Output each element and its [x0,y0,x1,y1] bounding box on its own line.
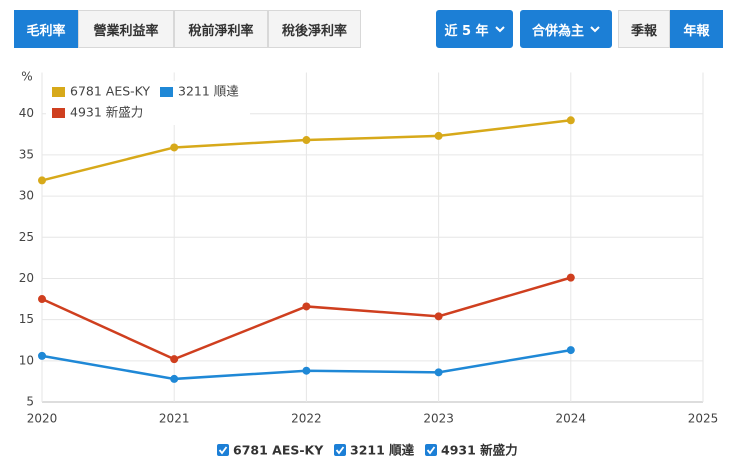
point [38,351,46,360]
period-option[interactable]: 年報 [670,10,723,48]
legend-label: 3211 順達 [350,443,415,458]
range-dropdown[interactable]: 近 5 年 [436,10,513,48]
point [302,136,311,145]
point [170,374,179,383]
point [434,131,443,140]
checkmark [218,446,228,455]
point [566,116,575,125]
y-tick-label: 15 [19,312,34,326]
tab[interactable]: 營業利益率 [78,10,174,48]
legend-label: 6781 AES-KY [70,84,150,99]
y-tick-label: 5 [26,395,34,409]
legend-label: 4931 新盛力 [441,443,518,458]
basis-label: 合併為主 [531,23,584,39]
basis-dropdown[interactable]: 合併為主 [520,10,612,48]
x-tick-label: 2021 [159,412,190,426]
y-tick-label: 35 [19,147,34,161]
x-tick-label: 2025 [688,412,719,426]
point [302,366,311,375]
chevron [494,26,505,33]
point [566,273,575,282]
y-tick-label: 10 [19,353,34,367]
legend-label: 3211 順達 [178,84,239,99]
point [302,302,311,311]
x-tick-label: 2020 [27,412,58,426]
x-tick-label: 2023 [423,412,454,426]
legend-swatch [52,108,65,118]
legend-label: 6781 AES-KY [233,443,324,458]
x-tick-label: 2024 [556,412,587,426]
checkmark [335,446,345,455]
legend-box [46,81,250,125]
point [434,312,443,321]
checkmark [426,446,436,455]
legend-toggle[interactable]: 4931 新盛力 [425,443,518,458]
tab[interactable]: 毛利率 [14,10,78,48]
point [434,368,443,377]
legend-swatch [52,87,65,97]
checkbox [334,444,346,456]
y-tick-label: 25 [19,230,34,244]
checkbox [217,444,229,456]
range-label: 近 5 年 [444,23,489,39]
point [38,295,46,304]
point [38,176,46,185]
legend-swatch [160,87,173,97]
y-tick-label: 40 [19,106,34,120]
point [170,355,179,364]
legend-label: 4931 新盛力 [70,105,143,120]
legend-toggle[interactable]: 3211 順達 [334,443,415,458]
y-tick-label: 20 [19,271,34,285]
checkbox [425,444,437,456]
tab[interactable]: 稅前淨利率 [174,10,268,48]
y-axis-label: % [21,70,32,84]
chevron [590,26,600,33]
x-tick-label: 2022 [291,412,322,426]
point [170,143,179,152]
y-tick-label: 30 [19,189,34,203]
tab[interactable]: 稅後淨利率 [268,10,361,48]
legend-toggle[interactable]: 6781 AES-KY [217,443,324,458]
period-option[interactable]: 季報 [618,10,670,48]
point [566,346,575,355]
